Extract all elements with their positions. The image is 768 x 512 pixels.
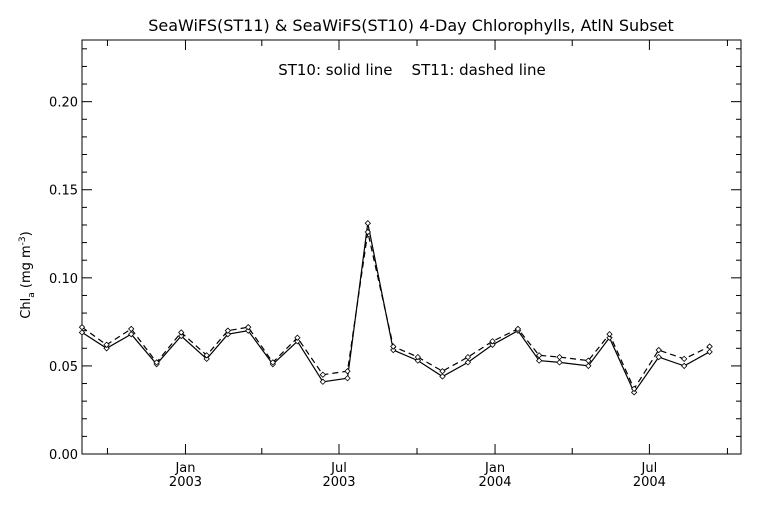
data-point-st11 — [153, 359, 160, 366]
data-point-st11 — [103, 341, 110, 348]
data-point-st10 — [364, 220, 371, 227]
y-tick-label: 0.15 — [49, 184, 78, 199]
data-point-st11 — [439, 368, 446, 375]
x-tick-label-month: Jan — [174, 461, 195, 476]
data-point-st11 — [294, 334, 301, 341]
data-point-st11 — [78, 323, 86, 331]
x-tick-label-month: Jul — [330, 461, 347, 476]
y-axis: 0.00 0.05 0.10 0.15 0.20 — [49, 48, 741, 463]
data-point-st10 — [178, 332, 185, 340]
y-axis-label-close: ) — [19, 231, 34, 236]
data-point-st11 — [269, 359, 276, 366]
data-point-st10 — [489, 341, 496, 348]
data-point-st11 — [203, 352, 210, 359]
data-point-st11 — [245, 323, 252, 331]
data-point-st11 — [585, 357, 592, 364]
data-point-st10 — [585, 362, 592, 370]
x-tick-label-year: 2004 — [478, 475, 511, 490]
y-axis-label: Chla (mg m-3) — [18, 231, 37, 318]
data-point-st10 — [464, 359, 472, 366]
y-tick-label: 0.20 — [49, 96, 78, 111]
data-point-st10 — [203, 355, 210, 363]
y-axis-label-subscript: a — [27, 292, 37, 298]
data-point-st10 — [706, 348, 713, 355]
data-point-st11 — [464, 353, 472, 361]
data-point-st10 — [294, 338, 301, 345]
series-line-st11 — [81, 231, 710, 391]
data-point-st11 — [681, 355, 688, 363]
x-tick-label-month: Jan — [484, 461, 505, 476]
data-point-st11 — [706, 343, 713, 350]
y-tick-label: 0.10 — [49, 272, 78, 287]
data-point-st10 — [344, 375, 351, 382]
data-point-st11 — [390, 343, 397, 350]
data-point-st10 — [103, 345, 110, 352]
data-point-st10 — [630, 389, 638, 396]
x-tick-label-month: Jul — [641, 461, 658, 476]
data-point-st11 — [630, 385, 638, 392]
data-point-st11 — [128, 325, 135, 333]
data-point-st11 — [655, 346, 662, 354]
data-point-st11 — [224, 327, 232, 334]
x-tick-label-year: 2003 — [322, 475, 355, 490]
x-tick-label-year: 2003 — [169, 475, 202, 490]
data-point-st10 — [681, 362, 688, 370]
line-style-annotation: ST10: solid line ST11: dashed line — [278, 61, 546, 79]
chart-title: SeaWiFS(ST11) & SeaWiFS(ST10) 4-Day Chlo… — [148, 16, 674, 35]
data-point-st11 — [606, 331, 613, 338]
y-axis-label-superscript: -3 — [18, 236, 28, 245]
y-axis-label-unit: (mg m — [19, 245, 34, 292]
data-point-st11 — [178, 329, 185, 336]
data-point-st11 — [556, 353, 563, 361]
data-point-st10 — [655, 353, 662, 361]
data-point-st11 — [514, 325, 522, 333]
data-point-st10 — [414, 357, 422, 364]
y-axis-label-base: Chl — [19, 298, 34, 319]
data-point-st10 — [535, 357, 543, 364]
data-point-st11 — [535, 352, 543, 359]
data-point-st11 — [364, 228, 371, 236]
data-point-st10 — [319, 378, 327, 385]
series-line-st10 — [81, 223, 710, 394]
data-point-st10 — [128, 331, 135, 338]
y-tick-label: 0.00 — [49, 448, 78, 463]
data-point-st11 — [414, 353, 422, 361]
plot-frame — [81, 39, 742, 455]
data-point-st11 — [489, 338, 496, 345]
data-point-st11 — [344, 368, 351, 375]
data-point-st10 — [439, 373, 446, 380]
series-layer — [78, 220, 713, 396]
data-point-st10 — [78, 329, 86, 336]
data-point-st10 — [390, 346, 397, 354]
data-point-st10 — [556, 359, 563, 366]
y-tick-label: 0.05 — [49, 360, 78, 375]
data-point-st11 — [319, 371, 327, 378]
x-tick-label-year: 2004 — [633, 475, 666, 490]
